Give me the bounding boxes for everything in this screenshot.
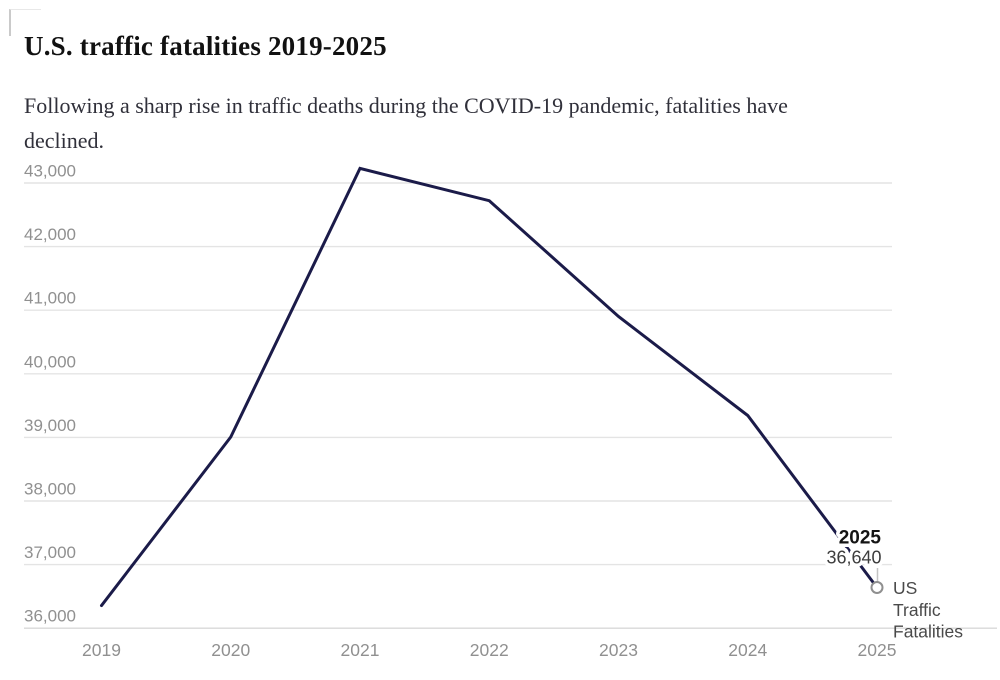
endpoint-year-label: 2025 — [839, 527, 882, 548]
y-axis-tick-label: 43,000 — [24, 162, 76, 181]
y-axis-tick-label: 39,000 — [24, 416, 76, 435]
chart-subtitle-line: Following a sharp rise in traffic deaths… — [24, 93, 788, 118]
chart-subtitle: Following a sharp rise in traffic deaths… — [24, 88, 974, 158]
endpoint-value-label: 36,640 — [826, 547, 881, 567]
y-axis-tick-label: 36,000 — [24, 607, 76, 626]
y-axis-tick-label: 41,000 — [24, 289, 76, 308]
chart-title: U.S. traffic fatalities 2019-2025 — [24, 31, 387, 62]
page-corner-artifact — [9, 9, 41, 36]
y-axis-tick-label: 40,000 — [24, 352, 76, 371]
x-axis-tick-label: 2023 — [599, 640, 638, 660]
y-axis-tick-label: 37,000 — [24, 543, 76, 562]
x-axis-tick-label: 2025 — [858, 640, 897, 660]
y-axis-tick-label: 38,000 — [24, 480, 76, 499]
x-axis-tick-label: 2020 — [211, 640, 250, 660]
x-axis-tick-label: 2022 — [470, 640, 509, 660]
series-label-line: Traffic — [893, 600, 941, 620]
fatalities-trend-line — [100, 166, 879, 608]
series-label-line: Fatalities — [893, 622, 963, 642]
x-axis-tick-label: 2021 — [341, 640, 380, 660]
x-axis-tick-label: 2024 — [728, 640, 767, 660]
x-axis-tick-label: 2019 — [82, 640, 121, 660]
endpoint-marker — [870, 580, 884, 594]
series-label-line: US — [893, 578, 917, 598]
y-axis-tick-label: 42,000 — [24, 225, 76, 244]
chart-subtitle-line: declined. — [24, 128, 105, 153]
